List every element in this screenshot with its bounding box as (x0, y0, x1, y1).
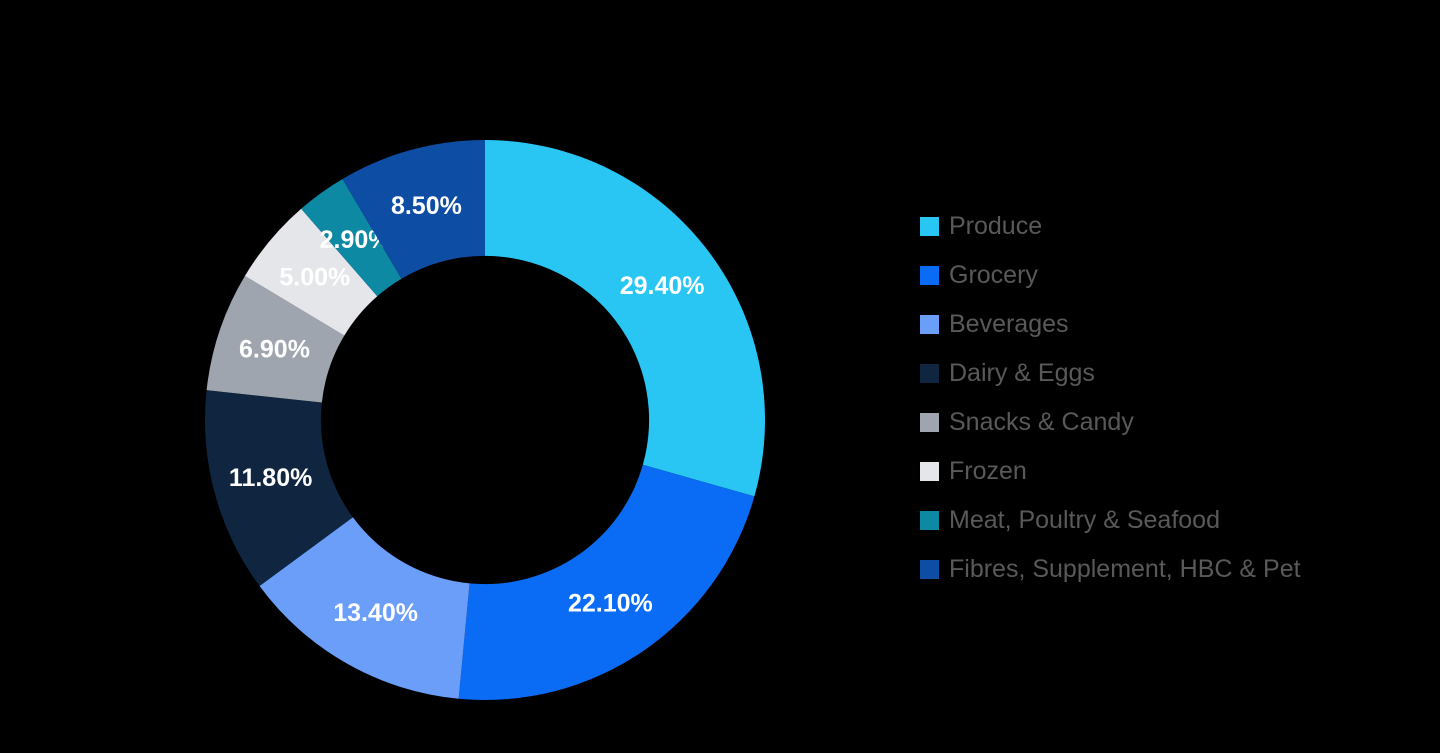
legend-swatch-meat-poultry-seafood (920, 511, 939, 530)
data-label-frozen: 5.00% (279, 263, 350, 291)
pie-slice-dairy-eggs (205, 390, 353, 586)
data-label-fibres-supplement-hbc-pet: 8.50% (391, 192, 462, 220)
legend-item-frozen: Frozen (920, 457, 1301, 486)
data-label-produce: 29.40% (620, 272, 705, 300)
legend-item-produce: Produce (920, 212, 1301, 241)
legend-swatch-frozen (920, 462, 939, 481)
pie-slice-produce (485, 140, 765, 497)
legend-label-meat-poultry-seafood: Meat, Poultry & Seafood (949, 506, 1220, 534)
legend-label-dairy-eggs: Dairy & Eggs (949, 359, 1095, 387)
legend-label-produce: Produce (949, 212, 1043, 240)
legend-item-dairy-eggs: Dairy & Eggs (920, 359, 1301, 388)
legend-label-snacks-candy: Snacks & Candy (949, 408, 1134, 436)
legend-label-grocery: Grocery (949, 261, 1038, 289)
legend-swatch-snacks-candy (920, 413, 939, 432)
data-label-snacks-candy: 6.90% (239, 335, 310, 363)
data-label-dairy-eggs: 11.80% (229, 464, 312, 492)
pie-slice-snacks-candy (206, 275, 345, 403)
legend-swatch-produce (920, 217, 939, 236)
pie-slice-fibres-supplement-hbc-pet (342, 140, 485, 279)
legend-item-fibres-supplement-hbc-pet: Fibres, Supplement, HBC & Pet (920, 555, 1301, 584)
legend-item-snacks-candy: Snacks & Candy (920, 408, 1301, 437)
legend-swatch-grocery (920, 266, 939, 285)
data-label-grocery: 22.10% (568, 589, 653, 617)
pie-slice-meat-poultry-seafood (301, 178, 402, 297)
legend-item-beverages: Beverages (920, 310, 1301, 339)
pie-slice-beverages (259, 517, 470, 699)
chart-legend: Produce Grocery Beverages Dairy & Eggs Snack… (920, 212, 1301, 584)
legend-label-frozen: Frozen (949, 457, 1027, 485)
legend-swatch-fibres-supplement-hbc-pet (920, 560, 939, 579)
legend-item-grocery: Grocery (920, 261, 1301, 290)
donut-chart: 29.40%22.10%13.40%11.80%6.90%5.00%2.90%8… (205, 140, 765, 700)
pie-slice-frozen (244, 208, 378, 336)
legend-swatch-beverages (920, 315, 939, 334)
legend-label-fibres-supplement-hbc-pet: Fibres, Supplement, HBC & Pet (949, 555, 1301, 583)
legend-label-beverages: Beverages (949, 310, 1069, 338)
legend-swatch-dairy-eggs (920, 364, 939, 383)
pie-slice-grocery (458, 464, 755, 700)
legend-item-meat-poultry-seafood: Meat, Poultry & Seafood (920, 506, 1301, 535)
data-label-beverages: 13.40% (333, 599, 418, 627)
